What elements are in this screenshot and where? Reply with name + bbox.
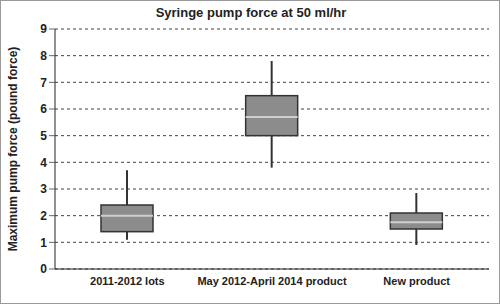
svg-text:0: 0 — [40, 262, 47, 276]
html-text:Syringe pump force at 50 ml/hr: Syringe pump force at 50 ml/hr — [155, 5, 347, 20]
svg-text:6: 6 — [40, 102, 47, 116]
svg-text:2011-2012 lots: 2011-2012 lots — [90, 275, 165, 287]
svg-text:1: 1 — [40, 236, 47, 250]
svg-text:5: 5 — [40, 129, 47, 143]
svg-text:9: 9 — [40, 22, 47, 36]
svg-text:New product: New product — [383, 275, 450, 287]
svg-text:4: 4 — [40, 156, 47, 170]
svg-text:7: 7 — [40, 76, 47, 90]
svg-text:3: 3 — [40, 182, 47, 196]
svg-text:8: 8 — [40, 49, 47, 63]
svg-text:May 2012-April 2014 product: May 2012-April 2014 product — [197, 275, 347, 287]
svg-text:2: 2 — [40, 209, 47, 223]
svg-text:Maximum pump force (pound forc: Maximum pump force (pound force) — [8, 47, 20, 252]
